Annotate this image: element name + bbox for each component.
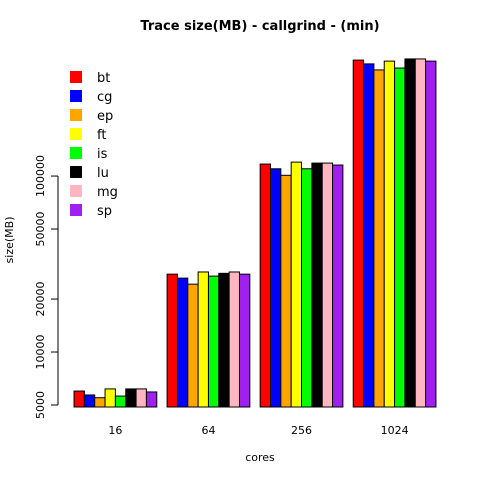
legend-label: mg — [97, 185, 118, 200]
bar — [311, 162, 323, 408]
bar — [104, 388, 116, 408]
bar — [125, 388, 137, 408]
y-tick-label: 10000 — [34, 335, 47, 370]
x-tick-label: 1024 — [381, 424, 409, 437]
x-tick-label: 64 — [201, 424, 215, 437]
legend-label: bt — [97, 71, 110, 86]
y-tick-label: 50000 — [34, 212, 47, 247]
bar — [218, 272, 230, 408]
legend-label: sp — [97, 204, 112, 219]
legend-swatch — [70, 71, 82, 83]
bar — [280, 174, 292, 408]
bar — [94, 397, 106, 408]
bar — [238, 273, 251, 408]
legend-swatch — [70, 185, 82, 197]
x-tick-label: 16 — [108, 424, 122, 437]
bar — [187, 283, 199, 408]
bar — [145, 391, 158, 408]
bar — [301, 168, 313, 408]
legend-swatch — [70, 147, 82, 159]
y-tick-label: 100000 — [34, 155, 47, 197]
bar — [259, 163, 272, 408]
bar — [404, 58, 416, 408]
legend-swatch — [70, 204, 82, 216]
bar — [394, 67, 406, 408]
bar — [114, 395, 127, 408]
legend-swatch — [70, 90, 82, 102]
legend-label: is — [97, 147, 108, 162]
bar — [207, 275, 220, 408]
bar — [352, 59, 365, 408]
bar — [321, 162, 334, 408]
bar — [135, 388, 147, 408]
y-tick-label: 5000 — [34, 391, 47, 419]
legend-label: lu — [97, 166, 109, 181]
bar — [290, 161, 303, 408]
bar — [270, 168, 282, 408]
bar — [332, 164, 344, 408]
bar — [383, 60, 396, 408]
bar — [363, 63, 375, 408]
bar — [73, 390, 85, 408]
y-tick-label: 20000 — [34, 282, 47, 317]
legend-swatch — [70, 128, 82, 140]
legend-label: ep — [97, 109, 113, 124]
bar — [176, 277, 189, 408]
legend-swatch — [70, 166, 82, 178]
bar — [197, 271, 209, 408]
bar — [166, 273, 178, 408]
chart-title: Trace size(MB) - callgrind - (min) — [140, 19, 379, 34]
legend-label: cg — [97, 90, 112, 105]
bar — [425, 60, 437, 408]
bar — [373, 69, 385, 408]
legend-label: ft — [97, 128, 106, 143]
bar — [228, 271, 240, 408]
bar — [83, 394, 96, 408]
bar — [414, 58, 427, 408]
x-tick-label: 256 — [291, 424, 312, 437]
legend-swatch — [70, 109, 82, 121]
y-axis-label: size(MB) — [3, 217, 16, 264]
x-axis-label: cores — [245, 451, 275, 464]
